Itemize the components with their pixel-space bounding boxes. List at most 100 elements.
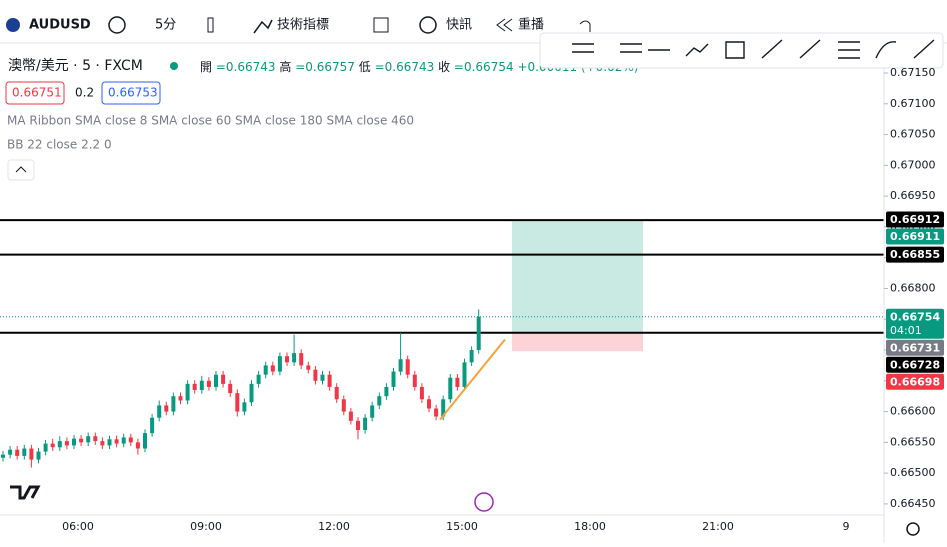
candle-body xyxy=(29,448,34,460)
price-badge-label: 0.66855 xyxy=(890,248,940,261)
study: BB 22 close 2.2 0 xyxy=(7,138,112,152)
candle-body xyxy=(50,443,55,448)
collapse[interactable] xyxy=(7,159,35,181)
price-badge-label: 0.66912 xyxy=(890,213,940,226)
chart-type[interactable] xyxy=(207,17,214,33)
candle-body xyxy=(341,399,346,412)
candle-body xyxy=(277,356,282,372)
candle-body xyxy=(476,316,481,351)
candle-body xyxy=(1,454,5,458)
x-tick-label: 06:00 xyxy=(62,520,94,533)
flag-icon xyxy=(6,18,20,32)
candle-body xyxy=(36,451,41,460)
price-badge xyxy=(886,228,944,245)
ask[interactable]: 0.66753 xyxy=(108,86,158,100)
price-badge xyxy=(886,339,944,356)
candle-body xyxy=(185,383,190,401)
logo xyxy=(10,485,41,500)
layouts[interactable] xyxy=(373,17,389,33)
candle-body xyxy=(356,420,360,431)
candle-body xyxy=(15,449,20,456)
candle-body xyxy=(114,439,119,444)
legend-title: 澳幣/美元 · 5 · FXCM xyxy=(8,58,143,74)
add-symbol[interactable] xyxy=(108,16,126,34)
candle-body xyxy=(306,365,311,370)
candle-body xyxy=(313,369,318,381)
candle-body xyxy=(221,374,226,384)
candle-body xyxy=(242,402,247,412)
spread: 0.2 xyxy=(75,86,94,100)
alerts[interactable]: 快訊 xyxy=(446,18,472,33)
candle-body xyxy=(455,377,460,387)
price-axis: 0.671500.671000.670500.670000.669500.669… xyxy=(884,66,936,510)
ohlc-value: =0.66754 xyxy=(454,60,514,74)
countdown: 04:01 xyxy=(890,324,922,337)
y-tick-label: 0.67100 xyxy=(890,97,936,110)
price-badge-label: 0.66754 xyxy=(890,310,940,323)
ohlc-value: =0.66743 xyxy=(375,60,435,74)
y-tick-label: 0.66500 xyxy=(890,466,936,479)
price-badge-label: 0.66731 xyxy=(890,341,940,354)
candle-body xyxy=(107,439,112,446)
candle-body xyxy=(299,353,304,366)
ohlc-label: 低 xyxy=(359,60,371,74)
price-badge xyxy=(886,308,944,339)
candle-body xyxy=(22,448,27,456)
y-tick-label: 0.67050 xyxy=(890,128,936,141)
candle-body xyxy=(128,437,133,443)
x-tick-label: 15:00 xyxy=(446,520,478,533)
events-icon[interactable] xyxy=(474,492,494,512)
price-badge xyxy=(886,356,944,373)
candle-body xyxy=(8,449,13,455)
candle-body xyxy=(199,380,204,391)
candle-body xyxy=(405,359,410,375)
candle-body xyxy=(320,374,325,381)
candle-body xyxy=(100,441,105,446)
ohlc-label: 收 xyxy=(438,60,450,74)
y-tick-label: 0.67150 xyxy=(890,66,936,79)
x-tick-label: 21:00 xyxy=(702,520,734,533)
indicators[interactable]: 技術指標 xyxy=(277,18,329,33)
price-badge-label: 0.66728 xyxy=(890,358,940,371)
interval[interactable]: 5分 xyxy=(155,18,176,33)
replay[interactable]: 重播 xyxy=(518,17,544,33)
candle-body xyxy=(448,377,453,400)
candle-body xyxy=(150,417,155,434)
candle-body xyxy=(43,443,48,452)
symbol[interactable]: AUDUSD xyxy=(29,18,91,33)
x-tick-label: 18:00 xyxy=(574,520,606,533)
candle-body xyxy=(249,383,254,403)
target-zone xyxy=(512,220,643,333)
candle-body xyxy=(93,436,98,442)
candle-body xyxy=(157,405,162,418)
price-badge-label: 0.66698 xyxy=(890,375,940,388)
candle-body xyxy=(462,362,467,387)
candle-body xyxy=(292,353,297,363)
y-tick-label: 0.66450 xyxy=(890,497,936,510)
x-tick-label: 9 xyxy=(843,520,850,533)
bid[interactable]: 0.66751 xyxy=(12,86,62,100)
candle-body xyxy=(412,374,417,387)
candle-body xyxy=(434,408,439,417)
candle-body xyxy=(206,380,211,387)
candle-body xyxy=(334,386,339,400)
ohlc-label: 高 xyxy=(279,59,291,74)
candle-body xyxy=(86,436,91,443)
candle-body xyxy=(384,386,389,397)
y-tick-label: 0.67000 xyxy=(890,158,936,171)
candle-body xyxy=(121,437,126,444)
candle-body xyxy=(327,374,332,387)
candle-body xyxy=(214,374,218,387)
ohlc-label: 開 xyxy=(200,60,212,74)
candle-body xyxy=(164,405,169,412)
candle-body xyxy=(79,438,84,443)
price-badge xyxy=(886,246,944,263)
legend: 澳幣/美元 · 5 · FXCM 開 =0.66743 高 =0.66757 低… xyxy=(5,58,638,181)
settings[interactable] xyxy=(906,522,920,536)
candle-body xyxy=(398,359,403,372)
price-badge xyxy=(886,373,944,390)
candle-body xyxy=(64,441,69,446)
candle-body xyxy=(427,399,431,409)
